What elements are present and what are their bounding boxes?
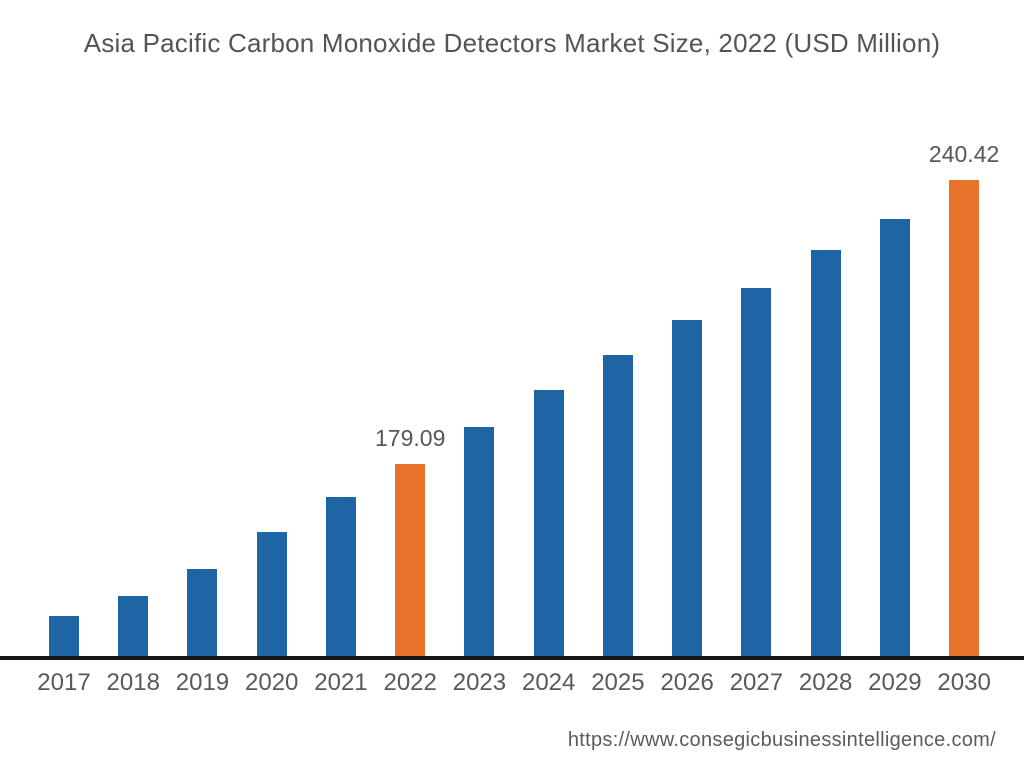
x-axis-label-2028: 2028 (798, 669, 853, 696)
bar-2028 (810, 250, 841, 656)
x-axis-label-2026: 2026 (660, 669, 714, 696)
bar-2020 (256, 532, 287, 656)
chart-title: Asia Pacific Carbon Monoxide Detectors M… (83, 28, 941, 58)
bar-2027 (741, 288, 772, 656)
plot-area: 179.09 240.42 (0, 100, 1024, 656)
x-axis-label-2020: 2020 (245, 669, 299, 696)
bar-2023 (464, 427, 495, 656)
x-axis-label-2024: 2024 (521, 669, 576, 696)
x-axis-label-2019: 2019 (175, 669, 230, 696)
x-axis-label-2017: 2017 (37, 669, 91, 696)
bar-2024 (533, 390, 564, 656)
x-axis-label-2022: 2022 (383, 669, 437, 696)
x-axis-label-2029: 2029 (868, 669, 922, 696)
source-url: https://www.consegicbusinessintelligence… (567, 729, 996, 751)
x-axis-label-2023: 2023 (452, 669, 507, 696)
x-axis-label-2021: 2021 (314, 669, 368, 696)
bar-2030 (949, 180, 980, 656)
bar-2022 (395, 464, 426, 656)
x-axis-labels: 2017 2018 2019 2020 2021 2022 2023 2024 2025 2026… (0, 669, 1024, 699)
bar-value-label-2022: 179.09 (375, 425, 446, 451)
x-axis-label-2018: 2018 (106, 669, 160, 696)
bar-2025 (602, 355, 633, 656)
bar-2026 (672, 320, 703, 656)
bar-2019 (187, 569, 218, 656)
x-axis-label-2027: 2027 (729, 669, 784, 696)
bar-value-label-2030: 240.42 (928, 141, 1000, 167)
bar-2021 (325, 497, 356, 656)
x-axis-line (0, 656, 1024, 660)
bar-2018 (118, 596, 149, 656)
x-axis-label-2030: 2030 (937, 669, 991, 696)
bar-2029 (879, 219, 910, 656)
bar-2017 (49, 616, 79, 656)
x-axis-label-2025: 2025 (591, 669, 645, 696)
